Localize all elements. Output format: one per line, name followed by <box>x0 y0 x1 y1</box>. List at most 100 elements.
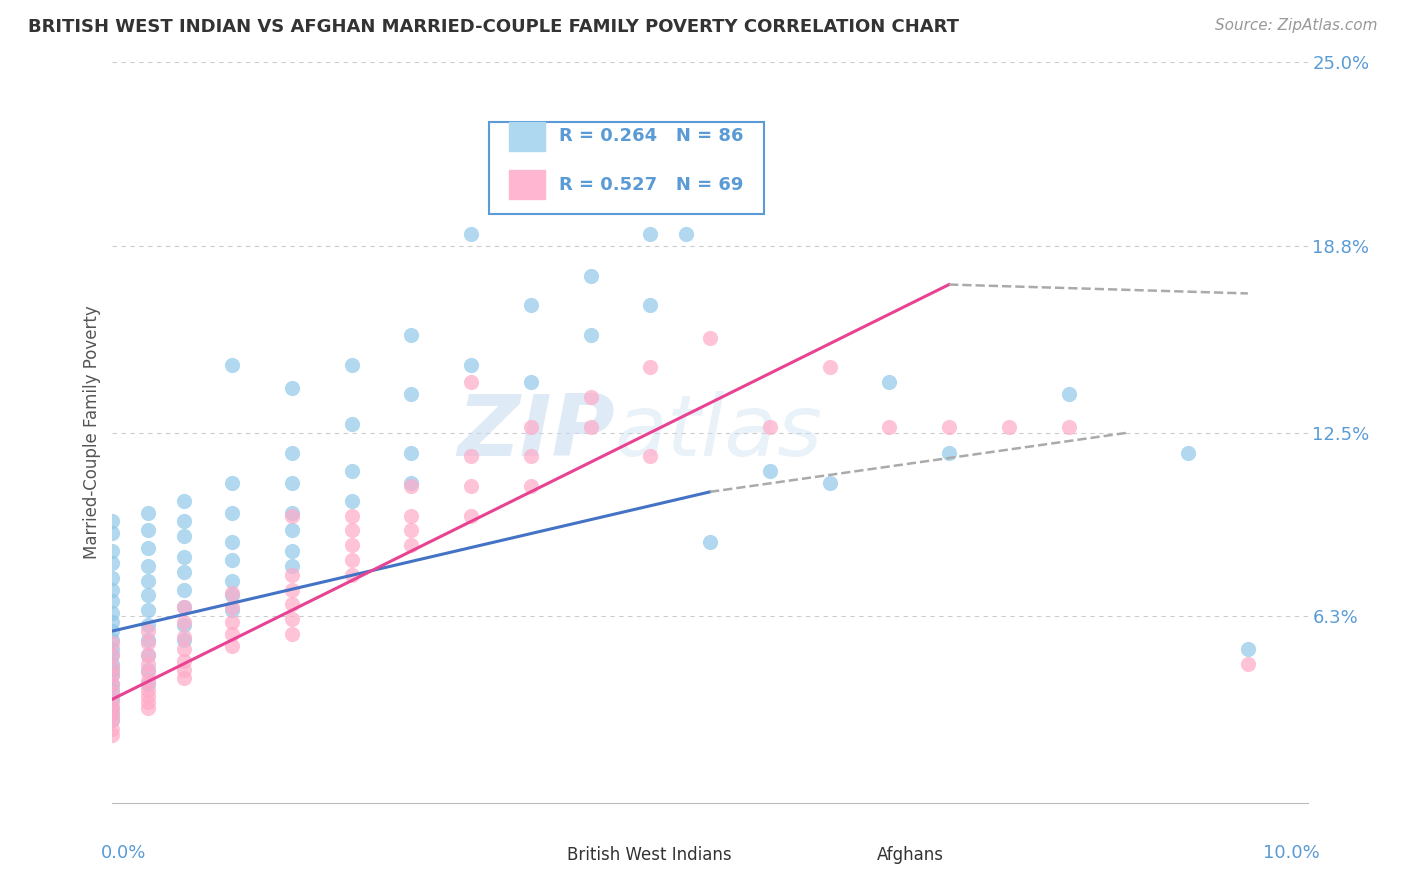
Point <box>101 686 124 700</box>
Point <box>101 624 124 638</box>
Point <box>281 506 304 520</box>
Text: atlas: atlas <box>614 391 823 475</box>
Point <box>173 600 195 615</box>
Point <box>138 589 160 603</box>
Point <box>221 358 243 372</box>
Point <box>221 574 243 588</box>
Point <box>401 327 423 342</box>
Point <box>281 567 304 582</box>
Point <box>173 515 195 529</box>
Point <box>520 298 543 312</box>
Point <box>340 567 363 582</box>
Text: British West Indians: British West Indians <box>567 846 731 863</box>
Point <box>138 541 160 555</box>
Point <box>173 672 195 686</box>
Point <box>281 558 304 573</box>
Point <box>173 632 195 647</box>
Point <box>101 641 124 656</box>
Point <box>221 589 243 603</box>
Point <box>101 695 124 709</box>
Point <box>699 535 721 549</box>
Point <box>101 636 124 650</box>
Point <box>460 479 482 493</box>
Point <box>340 358 363 372</box>
Point <box>101 648 124 662</box>
Bar <box>509 121 546 152</box>
Point <box>340 538 363 552</box>
Point <box>101 556 124 570</box>
Point <box>138 618 160 632</box>
Text: Afghans: Afghans <box>877 846 945 863</box>
Point <box>879 419 901 434</box>
Point <box>138 701 160 715</box>
Point <box>101 615 124 629</box>
Point <box>138 574 160 588</box>
Point <box>281 612 304 626</box>
Point <box>101 632 124 647</box>
Point <box>101 677 124 691</box>
Text: BRITISH WEST INDIAN VS AFGHAN MARRIED-COUPLE FAMILY POVERTY CORRELATION CHART: BRITISH WEST INDIAN VS AFGHAN MARRIED-CO… <box>28 18 959 36</box>
Point <box>281 582 304 597</box>
Bar <box>509 169 546 200</box>
Y-axis label: Married-Couple Family Poverty: Married-Couple Family Poverty <box>83 306 101 559</box>
Point <box>101 544 124 558</box>
Point <box>173 618 195 632</box>
Point <box>101 677 124 691</box>
Point <box>101 713 124 727</box>
Text: R = 0.527   N = 69: R = 0.527 N = 69 <box>560 176 744 194</box>
Point <box>173 529 195 543</box>
Point <box>1057 419 1080 434</box>
Point <box>460 358 482 372</box>
Point <box>340 508 363 523</box>
Point <box>138 624 160 638</box>
Text: Source: ZipAtlas.com: Source: ZipAtlas.com <box>1215 18 1378 33</box>
Point <box>101 659 124 673</box>
Point <box>101 526 124 541</box>
Point <box>101 657 124 671</box>
Point <box>221 627 243 641</box>
Point <box>879 376 901 390</box>
Bar <box>519 841 554 868</box>
Text: 10.0%: 10.0% <box>1263 844 1320 862</box>
Point <box>340 493 363 508</box>
Point <box>221 475 243 490</box>
Point <box>520 419 543 434</box>
Point <box>460 450 482 464</box>
Point <box>340 553 363 567</box>
Point <box>520 479 543 493</box>
Point <box>1177 446 1199 460</box>
Point <box>173 549 195 564</box>
Point <box>138 665 160 680</box>
Point <box>1237 641 1260 656</box>
Point <box>138 683 160 698</box>
Point <box>138 636 160 650</box>
Point <box>998 419 1021 434</box>
Point <box>173 654 195 668</box>
Point <box>1237 657 1260 671</box>
Point <box>759 419 782 434</box>
Point <box>101 722 124 736</box>
Point <box>138 603 160 617</box>
Point <box>520 450 543 464</box>
Point <box>101 648 124 662</box>
Point <box>101 571 124 585</box>
Point <box>138 695 160 709</box>
Point <box>640 227 662 242</box>
Point <box>221 639 243 653</box>
Point <box>173 582 195 597</box>
Point <box>938 446 960 460</box>
Point <box>938 419 960 434</box>
Point <box>281 544 304 558</box>
Point <box>173 630 195 644</box>
Point <box>101 668 124 682</box>
Point <box>818 360 841 375</box>
FancyBboxPatch shape <box>489 121 763 214</box>
Text: 0.0%: 0.0% <box>101 844 146 862</box>
Point <box>759 464 782 478</box>
Point <box>1057 387 1080 401</box>
Point <box>579 419 602 434</box>
Point <box>221 535 243 549</box>
Point <box>579 268 602 283</box>
Point <box>138 674 160 689</box>
Point <box>579 327 602 342</box>
